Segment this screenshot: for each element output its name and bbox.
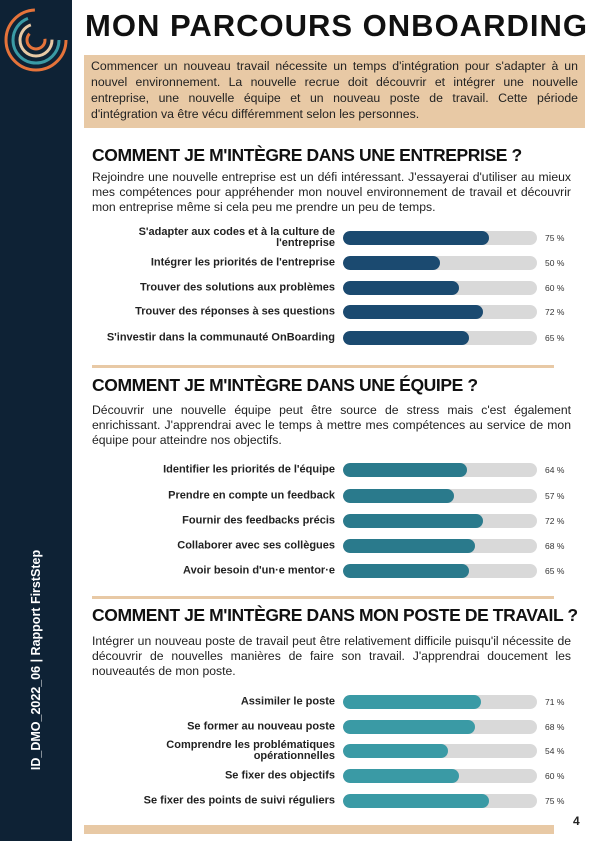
value-label: 71 %	[545, 697, 565, 707]
value-label: 65 %	[545, 566, 565, 576]
bar-track	[343, 231, 537, 245]
bar-track	[343, 331, 537, 345]
bar-track	[343, 564, 537, 578]
item-label: Collaborer avec ses collègues	[177, 539, 335, 552]
bar-track	[343, 720, 537, 734]
bar	[343, 281, 460, 295]
bar	[343, 463, 468, 477]
bar-track	[343, 744, 537, 758]
value-label: 60 %	[545, 283, 565, 293]
item-label: Trouver des solutions aux problèmes	[140, 281, 335, 294]
value-label: 50 %	[545, 258, 565, 268]
bar-track	[343, 514, 537, 528]
value-label: 64 %	[545, 465, 565, 475]
bar-track	[343, 695, 537, 709]
bar	[343, 256, 440, 270]
separator	[92, 365, 554, 368]
section-title: COMMENT JE M'INTÈGRE DANS UNE ENTREPRISE…	[92, 145, 522, 165]
section-title: COMMENT JE M'INTÈGRE DANS UNE ÉQUIPE ?	[92, 375, 478, 395]
value-label: 75 %	[545, 796, 565, 806]
bar	[343, 769, 460, 783]
bar-track	[343, 794, 537, 808]
page-title: MON PARCOURS ONBOARDING	[85, 8, 588, 43]
item-label: S'adapter aux codes et à la culture de l…	[138, 226, 335, 249]
intro: Commencer un nouveau travail nécessite u…	[84, 55, 585, 128]
page-number: 4	[573, 814, 580, 828]
section-text: Rejoindre une nouvelle entreprise est un…	[92, 170, 571, 214]
item-label: Se fixer des points de suivi réguliers	[143, 794, 335, 807]
item-label: S'investir dans la communauté OnBoarding	[106, 331, 335, 344]
footer-bar	[84, 825, 554, 834]
item-label: Fournir des feedbacks précis	[182, 514, 335, 527]
bar-track	[343, 769, 537, 783]
item-label: Comprendre les problématiques opérationn…	[166, 739, 335, 762]
bar	[343, 695, 481, 709]
item-label: Trouver des réponses à ses questions	[135, 305, 335, 318]
bar-track	[343, 463, 537, 477]
bar-track	[343, 539, 537, 553]
bar	[343, 794, 489, 808]
bar	[343, 231, 489, 245]
bar	[343, 744, 448, 758]
bar	[343, 305, 483, 319]
value-label: 72 %	[545, 307, 565, 317]
item-label: Prendre en compte un feedback	[168, 489, 335, 502]
bar	[343, 331, 470, 345]
item-label: Intégrer les priorités de l'entreprise	[150, 256, 335, 269]
item-label: Avoir besoin d'un·e mentor·e	[183, 564, 335, 577]
value-label: 54 %	[545, 746, 565, 756]
value-label: 68 %	[545, 722, 565, 732]
item-label: Identifier les priorités de l'équipe	[163, 463, 335, 476]
section-text: Découvrir une nouvelle équipe peut être …	[92, 403, 571, 447]
value-label: 75 %	[545, 233, 565, 243]
sidebar-text: ID_DMO_2022_06 | Rapport FirstStep	[29, 549, 43, 771]
item-label: Se fixer des objectifs	[224, 769, 335, 782]
bar-track	[343, 256, 537, 270]
item-label: Se former au nouveau poste	[187, 720, 335, 733]
bar-track	[343, 489, 537, 503]
bar-track	[343, 305, 537, 319]
item-label: Assimiler le poste	[240, 695, 335, 708]
bar	[343, 720, 475, 734]
separator	[92, 596, 554, 599]
section-title: COMMENT JE M'INTÈGRE DANS MON POSTE DE T…	[92, 605, 578, 625]
section-text: Intégrer un nouveau poste de travail peu…	[92, 634, 571, 678]
value-label: 60 %	[545, 771, 565, 781]
logo	[4, 8, 68, 72]
sidebar	[0, 0, 72, 841]
bar	[343, 564, 470, 578]
bar	[343, 514, 483, 528]
bar	[343, 539, 475, 553]
value-label: 57 %	[545, 491, 565, 501]
value-label: 65 %	[545, 333, 565, 343]
value-label: 68 %	[545, 541, 565, 551]
bar-track	[343, 281, 537, 295]
bar	[343, 489, 454, 503]
value-label: 72 %	[545, 516, 565, 526]
